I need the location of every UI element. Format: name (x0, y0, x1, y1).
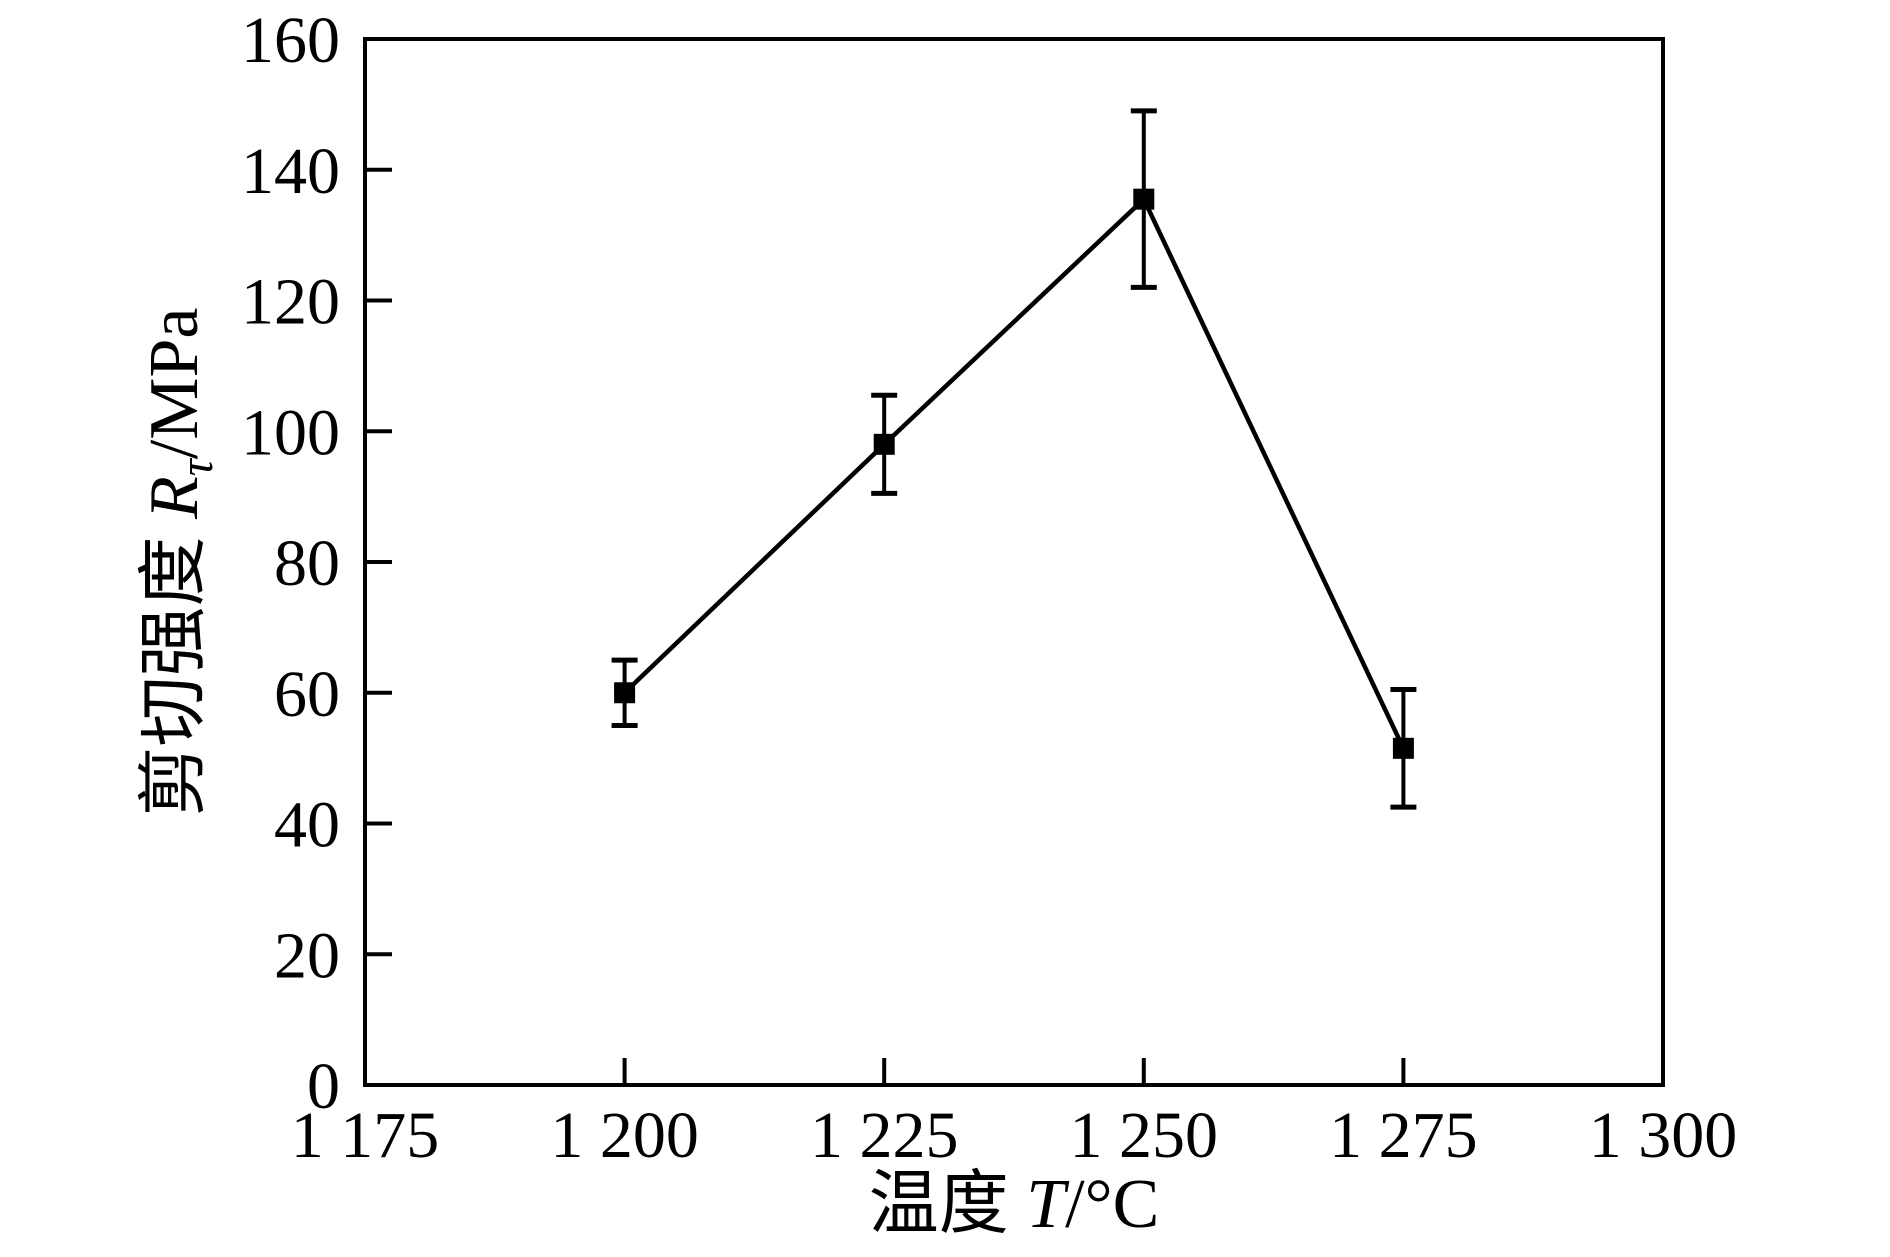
plot-border-rect (363, 37, 1665, 1087)
data-point-marker (614, 682, 636, 704)
y-tick-label: 0 (307, 1050, 340, 1123)
x-axis-title-text: 温度 (868, 1166, 1027, 1243)
x-axis-unit: /°C (1065, 1166, 1160, 1243)
x-tick-label: 1 225 (810, 1099, 959, 1172)
y-axis-title-text: 剪切强度 (136, 519, 213, 817)
x-axis-symbol: T (1026, 1166, 1066, 1243)
data-point-marker (1392, 737, 1414, 759)
x-axis-ticks (363, 1058, 1665, 1083)
plot-border (363, 37, 1665, 1087)
data-point-marker (873, 433, 895, 455)
y-tick-label: 80 (274, 527, 340, 600)
y-axis-symbol: R (136, 476, 213, 520)
y-tick-label: 160 (241, 4, 340, 77)
y-tick-label: 40 (274, 789, 340, 862)
y-axis-ticks (367, 37, 392, 1087)
x-tick-label: 1 275 (1329, 1099, 1478, 1172)
x-axis-title: 温度 T/°C (869, 1170, 1160, 1240)
y-tick-label: 140 (241, 135, 340, 208)
data-series (611, 108, 1417, 810)
y-tick-label: 120 (241, 266, 340, 339)
data-point-marker (1133, 188, 1155, 210)
y-tick-label: 100 (241, 396, 340, 469)
y-tick-label: 20 (274, 919, 340, 992)
x-tick-label: 1 250 (1070, 1099, 1219, 1172)
y-axis-tick-labels: 0 20 40 60 80 100 120 140 160 (241, 4, 340, 1123)
x-tick-label: 1 200 (550, 1099, 699, 1172)
y-tick-label: 60 (274, 658, 340, 731)
data-line (623, 195, 1406, 750)
x-tick-label: 1 175 (291, 1099, 440, 1172)
y-axis-symbol-subscript: τ (171, 459, 223, 477)
y-axis-unit: /MPa (136, 307, 213, 460)
x-tick-label: 1 300 (1589, 1099, 1738, 1172)
x-axis-tick-labels: 1 175 1 200 1 225 1 250 1 275 1 300 (291, 1099, 1738, 1172)
y-axis-title: 剪切强度 Rτ/MPa (136, 307, 223, 816)
